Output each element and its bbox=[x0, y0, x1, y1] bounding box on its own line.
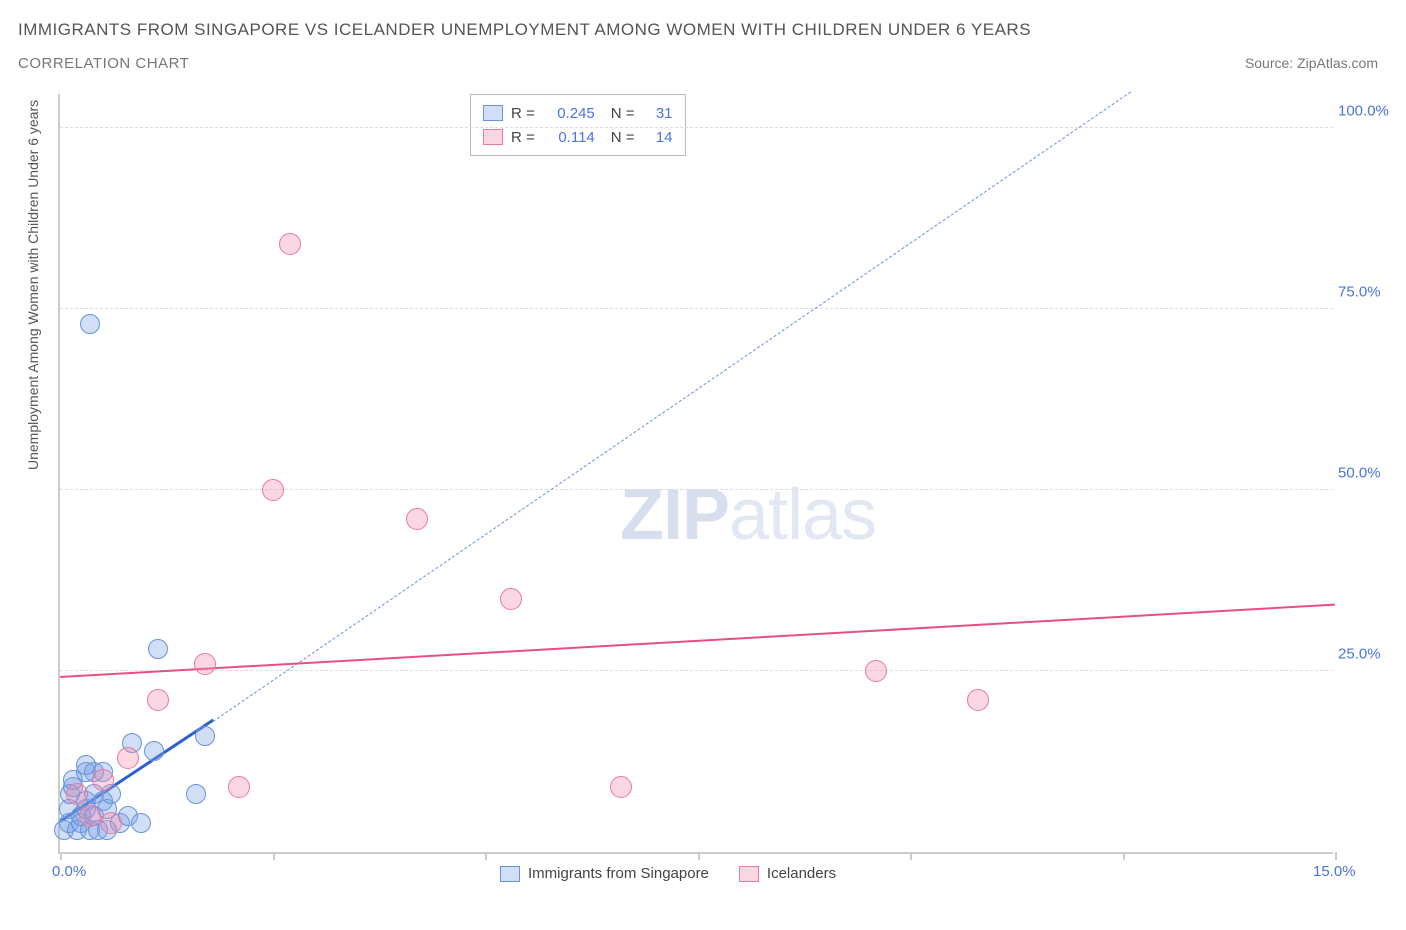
data-point bbox=[967, 689, 989, 711]
stats-n-value: 14 bbox=[643, 129, 673, 146]
legend-label: Icelanders bbox=[767, 865, 836, 882]
trend-line bbox=[213, 91, 1132, 722]
data-point bbox=[148, 639, 168, 659]
grid-line bbox=[60, 489, 1333, 490]
x-tick bbox=[1123, 852, 1125, 860]
legend-label: Immigrants from Singapore bbox=[528, 865, 709, 882]
page-subtitle: CORRELATION CHART bbox=[18, 55, 189, 72]
stats-r-value: 0.114 bbox=[543, 129, 595, 146]
y-tick-label: 25.0% bbox=[1338, 646, 1398, 663]
legend-swatch bbox=[739, 866, 759, 882]
correlation-stats-box: R = 0.245 N = 31 R = 0.114 N = 14 bbox=[470, 94, 686, 156]
y-tick-label: 75.0% bbox=[1338, 284, 1398, 301]
data-point bbox=[865, 660, 887, 682]
stats-n-label: N = bbox=[611, 129, 635, 146]
x-tick-label: 15.0% bbox=[1313, 863, 1356, 880]
data-point bbox=[80, 314, 100, 334]
data-point bbox=[66, 783, 88, 805]
legend-swatch bbox=[483, 129, 503, 145]
data-point bbox=[279, 233, 301, 255]
legend-item: Icelanders bbox=[739, 865, 836, 882]
y-tick-label: 100.0% bbox=[1338, 103, 1398, 120]
data-point bbox=[144, 741, 164, 761]
watermark-logo: ZIPatlas bbox=[620, 474, 876, 556]
watermark-bold: ZIP bbox=[620, 475, 729, 555]
y-axis-title: Unemployment Among Women with Children U… bbox=[25, 100, 41, 470]
x-tick bbox=[1335, 852, 1337, 860]
stats-r-value: 0.245 bbox=[543, 105, 595, 122]
y-tick-label: 50.0% bbox=[1338, 465, 1398, 482]
grid-line bbox=[60, 127, 1333, 128]
x-tick bbox=[60, 852, 62, 860]
data-point bbox=[147, 689, 169, 711]
source-name: ZipAtlas.com bbox=[1297, 55, 1378, 71]
data-point bbox=[79, 805, 101, 827]
legend-swatch bbox=[483, 105, 503, 121]
x-tick bbox=[273, 852, 275, 860]
stats-r-label: R = bbox=[511, 105, 535, 122]
data-point bbox=[194, 653, 216, 675]
data-point bbox=[195, 726, 215, 746]
data-point bbox=[228, 776, 250, 798]
correlation-scatter-plot: ZIPatlas R =0.245N =31R =0.114N =14 Immi… bbox=[58, 94, 1333, 854]
x-tick bbox=[698, 852, 700, 860]
grid-line bbox=[60, 308, 1333, 309]
legend-item: Immigrants from Singapore bbox=[500, 865, 709, 882]
data-point bbox=[406, 508, 428, 530]
stats-n-label: N = bbox=[611, 105, 635, 122]
source-attribution: Source: ZipAtlas.com bbox=[1245, 55, 1378, 71]
page-title: IMMIGRANTS FROM SINGAPORE VS ICELANDER U… bbox=[18, 20, 1031, 40]
x-tick bbox=[485, 852, 487, 860]
series-legend: Immigrants from Singapore Icelanders bbox=[500, 865, 836, 882]
source-prefix: Source: bbox=[1245, 55, 1297, 71]
data-point bbox=[500, 588, 522, 610]
watermark-light: atlas bbox=[729, 475, 876, 555]
x-tick bbox=[910, 852, 912, 860]
stats-r-label: R = bbox=[511, 129, 535, 146]
data-point bbox=[92, 769, 114, 791]
x-tick-label: 0.0% bbox=[52, 863, 86, 880]
data-point bbox=[186, 784, 206, 804]
data-point bbox=[117, 747, 139, 769]
trend-line bbox=[60, 604, 1335, 678]
data-point bbox=[262, 479, 284, 501]
stats-row: R = 0.114 N = 14 bbox=[483, 125, 673, 149]
data-point bbox=[610, 776, 632, 798]
stats-n-value: 31 bbox=[643, 105, 673, 122]
stats-row: R = 0.245 N = 31 bbox=[483, 101, 673, 125]
data-point bbox=[131, 813, 151, 833]
grid-line bbox=[60, 670, 1333, 671]
legend-swatch bbox=[500, 866, 520, 882]
data-point bbox=[100, 812, 122, 834]
